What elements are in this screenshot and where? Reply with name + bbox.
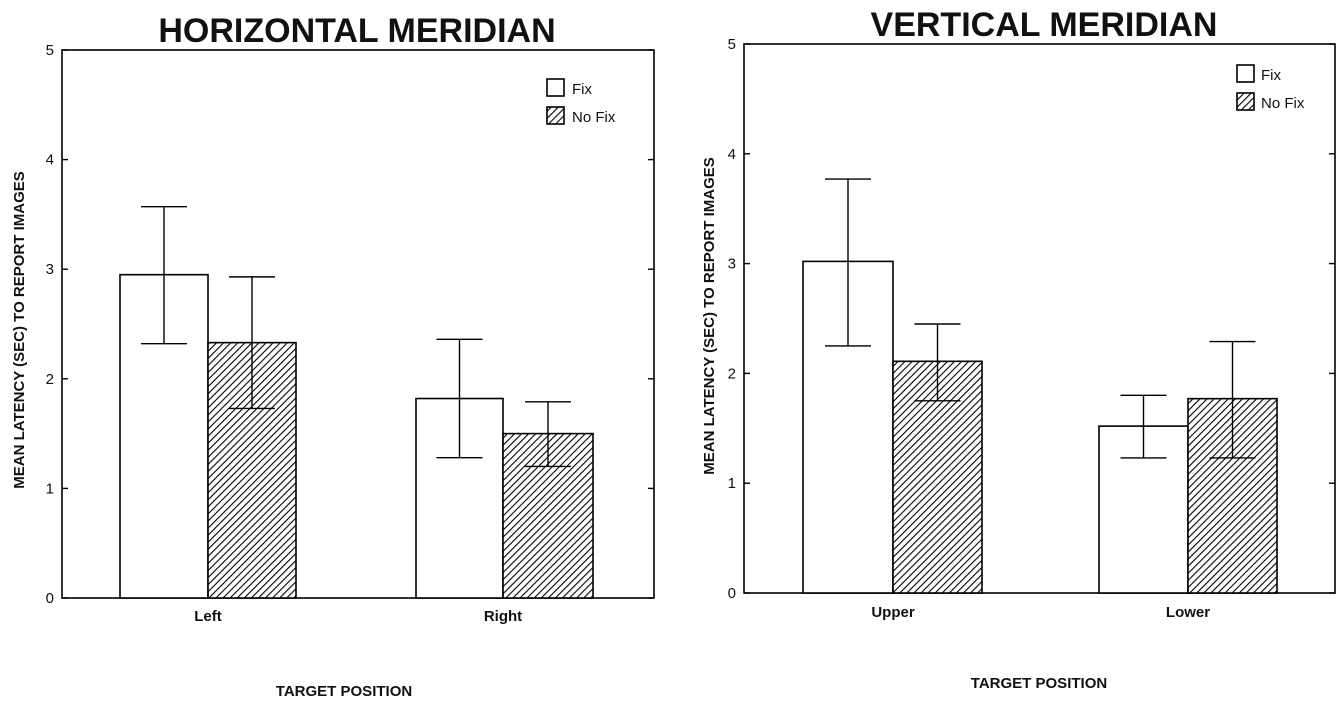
y-tick-label: 0 [46,590,54,607]
y-tick-label: 3 [46,261,54,278]
x-axis-categories: Upper Lower [871,587,1210,621]
legend-label-fix: Fix [572,81,592,98]
legend-swatch-fix [1236,64,1255,83]
y-tick-label: 2 [728,365,736,382]
legend-swatch-fix [546,78,565,97]
y-tick-label: 1 [46,480,54,497]
legend-label-nofix: No Fix [572,109,616,126]
x-axis-label: TARGET POSITION [276,683,412,700]
y-axis: 0 1 2 3 4 5 [728,36,1335,602]
chart-title: HORIZONTAL MERIDIAN [158,12,555,50]
plot-frame [743,43,1336,594]
horizontal-meridian-chart: HORIZONTAL MERIDIAN MEAN LATENCY (SEC) T… [11,12,655,700]
chart-title: VERTICAL MERIDIAN [871,6,1218,44]
x-category-label-lower: Lower [1166,604,1210,621]
legend: Fix No Fix [546,78,616,126]
legend-swatch-nofix [546,106,565,125]
y-tick-label: 0 [728,585,736,602]
y-tick-label: 4 [46,152,54,169]
legend-label-nofix: No Fix [1261,95,1305,112]
y-tick-label: 1 [728,475,736,492]
x-category-label-left: Left [194,608,222,625]
x-category-label-upper: Upper [871,604,915,621]
bars [802,178,1278,594]
y-tick-label: 2 [46,371,54,388]
y-axis-label: MEAN LATENCY (SEC) TO REPORT IMAGES [11,171,28,489]
x-category-label-right: Right [484,608,522,625]
vertical-meridian-chart: VERTICAL MERIDIAN MEAN LATENCY (SEC) TO … [701,6,1336,692]
y-tick-label: 3 [728,256,736,273]
bar-nofix-right [502,432,594,599]
y-tick-label: 4 [728,146,736,163]
legend: Fix No Fix [1236,64,1305,112]
x-axis-label: TARGET POSITION [971,675,1107,692]
x-axis-categories: Left Right [194,592,522,625]
y-axis-label: MEAN LATENCY (SEC) TO REPORT IMAGES [701,157,718,475]
legend-label-fix: Fix [1261,67,1281,84]
y-axis: 0 1 2 3 4 5 [46,42,654,607]
y-tick-label: 5 [46,42,54,59]
bars [119,206,594,599]
legend-swatch-nofix [1236,92,1255,111]
plot-frame [61,49,655,599]
y-tick-label: 5 [728,36,736,53]
